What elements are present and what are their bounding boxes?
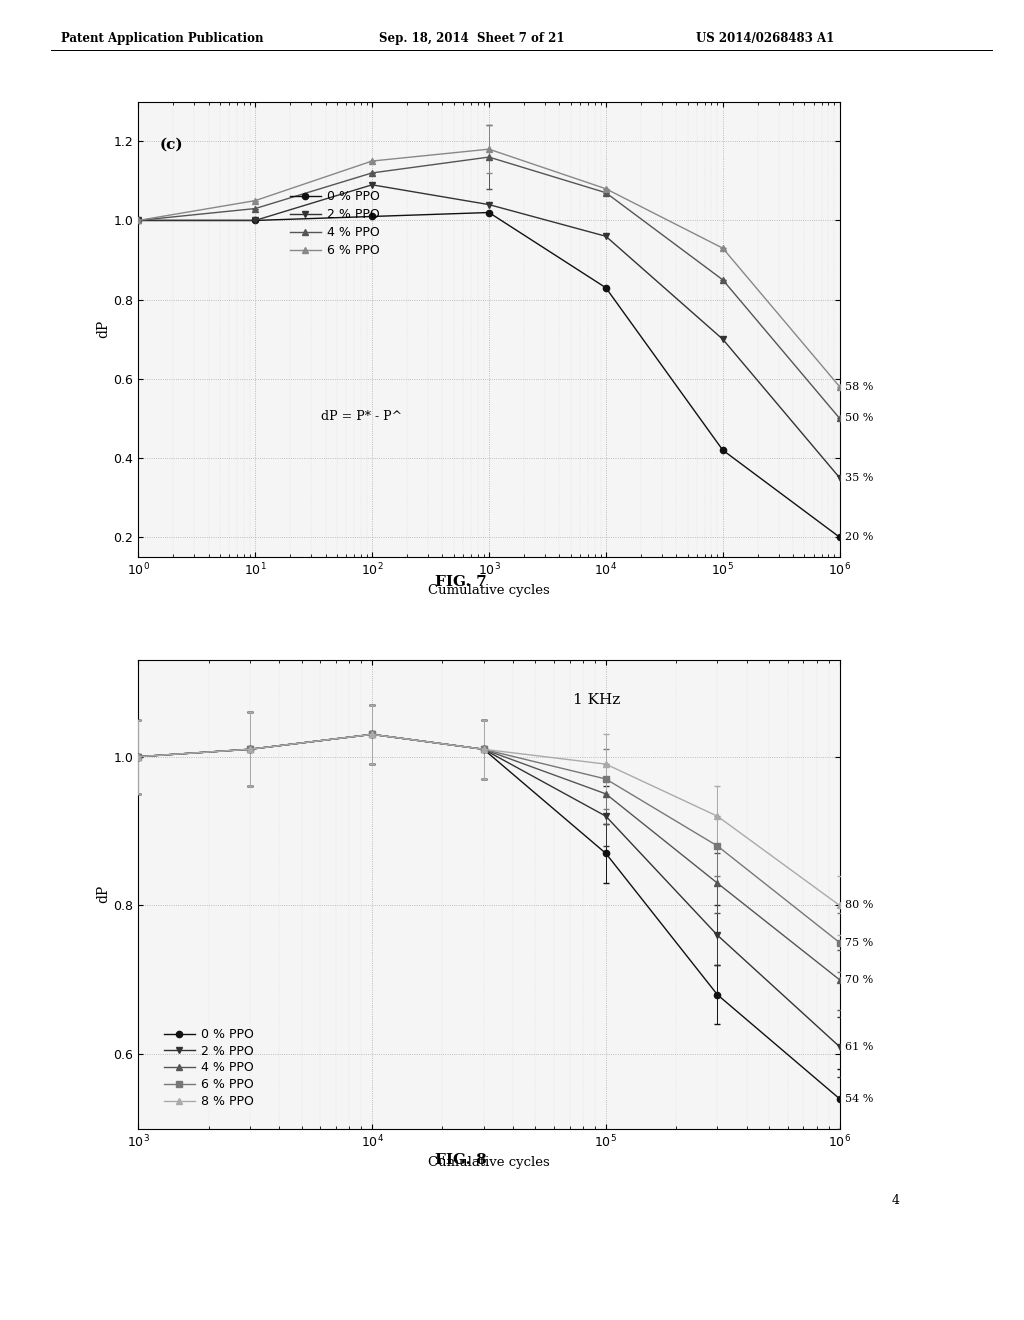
Text: 58 %: 58 % (845, 381, 873, 392)
Text: US 2014/0268483 A1: US 2014/0268483 A1 (696, 32, 835, 45)
Text: 54 %: 54 % (845, 1094, 873, 1104)
Legend: 0 % PPO, 2 % PPO, 4 % PPO, 6 % PPO: 0 % PPO, 2 % PPO, 4 % PPO, 6 % PPO (285, 185, 385, 263)
Text: (c): (c) (160, 139, 183, 152)
Y-axis label: dP: dP (96, 321, 111, 338)
Text: 1 KHz: 1 KHz (573, 693, 621, 706)
Text: Patent Application Publication: Patent Application Publication (61, 32, 264, 45)
Text: dP = P* - P^: dP = P* - P^ (321, 411, 401, 424)
Text: 35 %: 35 % (845, 473, 873, 483)
X-axis label: Cumulative cycles: Cumulative cycles (428, 583, 550, 597)
Text: 50 %: 50 % (845, 413, 873, 424)
Text: FIG. 7: FIG. 7 (435, 576, 486, 589)
Legend: 0 % PPO, 2 % PPO, 4 % PPO, 6 % PPO, 8 % PPO: 0 % PPO, 2 % PPO, 4 % PPO, 6 % PPO, 8 % … (159, 1023, 259, 1113)
Text: Sep. 18, 2014  Sheet 7 of 21: Sep. 18, 2014 Sheet 7 of 21 (379, 32, 564, 45)
Text: 61 %: 61 % (845, 1041, 873, 1052)
Text: 70 %: 70 % (845, 975, 873, 985)
Text: 75 %: 75 % (845, 937, 873, 948)
Text: 20 %: 20 % (845, 532, 873, 543)
Text: 80 %: 80 % (845, 900, 873, 911)
Text: FIG. 8: FIG. 8 (435, 1154, 486, 1167)
Text: 4: 4 (892, 1193, 900, 1206)
X-axis label: Cumulative cycles: Cumulative cycles (428, 1155, 550, 1168)
Y-axis label: dP: dP (96, 886, 111, 903)
